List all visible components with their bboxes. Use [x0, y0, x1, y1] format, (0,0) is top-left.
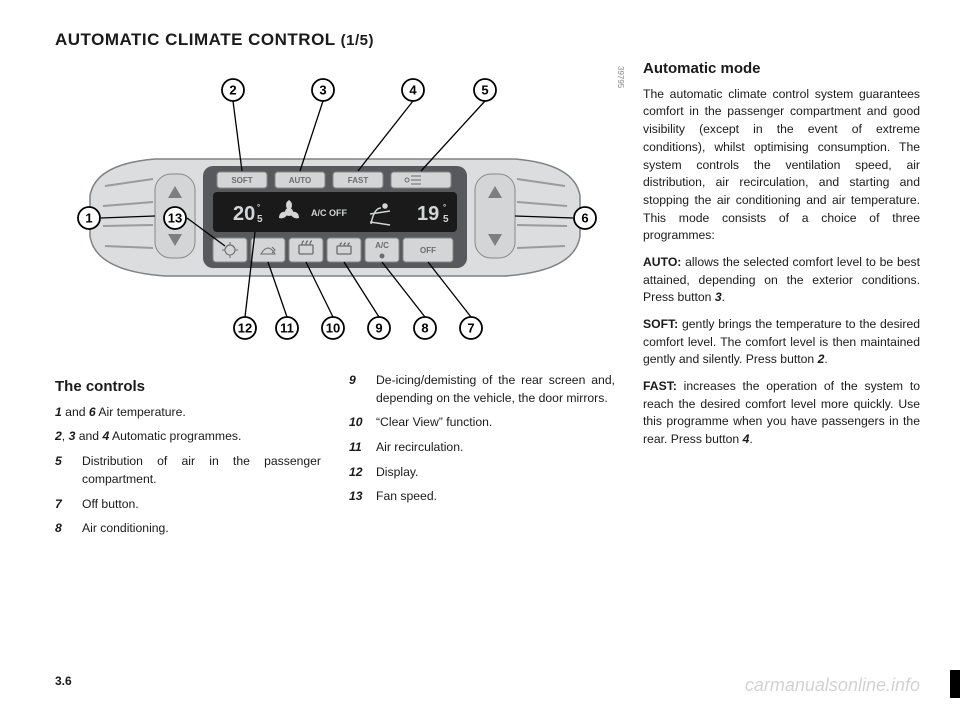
right-column: Automatic mode The automatic climate con…: [643, 56, 920, 545]
manual-page: AUTOMATIC CLIMATE CONTROL (1/5) 39795: [0, 0, 960, 710]
auto-item-FAST: FAST: increases the operation of the sys…: [643, 378, 920, 449]
svg-text:20: 20: [233, 203, 255, 225]
callout-9: 9: [368, 317, 390, 339]
page-title: AUTOMATIC CLIMATE CONTROL (1/5): [55, 30, 920, 50]
control-item-10: 10 “Clear View” function.: [349, 414, 615, 432]
callout-7: 7: [460, 317, 482, 339]
callout-1: 1: [78, 207, 100, 229]
svg-text:5: 5: [481, 83, 488, 98]
title-sub: (1/5): [341, 32, 374, 49]
svg-text:10: 10: [326, 321, 340, 336]
svg-text:9: 9: [375, 321, 382, 336]
control-item-11: 11 Air recirculation.: [349, 439, 615, 457]
control-item-9: 9 De-icing/demisting of the rear screen …: [349, 372, 615, 407]
svg-text:5: 5: [257, 214, 263, 225]
content-layout: 39795: [55, 56, 920, 545]
automatic-mode-heading: Automatic mode: [643, 58, 920, 80]
svg-text:AUTO: AUTO: [289, 176, 312, 185]
svg-text:A/C: A/C: [375, 241, 389, 250]
control-item-12: 12 Display.: [349, 464, 615, 482]
svg-text:A/C OFF: A/C OFF: [311, 208, 347, 218]
title-main: AUTOMATIC CLIMATE CONTROL: [55, 30, 341, 49]
svg-text:1: 1: [85, 211, 92, 226]
ctrl-1-6-text: Air temperature.: [98, 405, 185, 419]
control-item-1-6: 1 and 6 Air temperature.: [55, 404, 321, 422]
svg-text:11: 11: [280, 321, 294, 336]
controls-col-left: The controls 1 and 6 Air temperature. 2,…: [55, 372, 321, 545]
callout-2: 2: [222, 79, 244, 101]
callout-6: 6: [574, 207, 596, 229]
page-tab-marker: [950, 670, 960, 698]
svg-text:2: 2: [229, 83, 236, 98]
callout-10: 10: [322, 317, 344, 339]
controls-columns: The controls 1 and 6 Air temperature. 2,…: [55, 372, 615, 545]
ref-1: 1: [55, 405, 62, 419]
auto-item-SOFT: SOFT: gently brings the temperature to t…: [643, 316, 920, 369]
svg-text:13: 13: [168, 211, 182, 226]
controls-heading: The controls: [55, 376, 321, 398]
diagram-svg: 20 ° 5 A/C OFF: [55, 56, 615, 366]
page-number: 3.6: [55, 674, 72, 688]
svg-text:°: °: [443, 203, 446, 212]
svg-text:7: 7: [467, 321, 474, 336]
ctrl-234-text: Automatic programmes.: [112, 429, 241, 443]
ref-6: 6: [89, 405, 96, 419]
ref-3: 3: [69, 429, 76, 443]
svg-text:8: 8: [421, 321, 428, 336]
svg-text:19: 19: [417, 203, 439, 225]
callout-4: 4: [402, 79, 424, 101]
svg-text:3: 3: [319, 83, 326, 98]
left-column: 39795: [55, 56, 615, 545]
control-item-13: 13 Fan speed.: [349, 488, 615, 506]
control-item-5: 5 Distribution of air in the passenger c…: [55, 453, 321, 488]
svg-text:4: 4: [409, 83, 417, 98]
auto-item-AUTO: AUTO: allows the selected comfort level …: [643, 254, 920, 307]
svg-text:FAST: FAST: [348, 176, 369, 185]
callout-8: 8: [414, 317, 436, 339]
svg-text:6: 6: [581, 211, 588, 226]
callout-11: 11: [276, 317, 298, 339]
callout-13: 13: [164, 207, 186, 229]
callout-3: 3: [312, 79, 334, 101]
control-item-8: 8 Air conditioning.: [55, 520, 321, 538]
automatic-mode-intro: The automatic climate control system gua…: [643, 86, 920, 245]
controls-col-right: 9 De-icing/demisting of the rear screen …: [349, 372, 615, 545]
callout-12: 12: [234, 317, 256, 339]
control-item-7: 7 Off button.: [55, 496, 321, 514]
svg-text:°: °: [257, 203, 260, 212]
control-item-2-3-4: 2, 3 and 4 Automatic programmes.: [55, 428, 321, 446]
svg-text:SOFT: SOFT: [231, 176, 252, 185]
svg-text:5: 5: [443, 214, 449, 225]
climate-panel-diagram: 39795: [55, 56, 615, 366]
ref-2: 2: [55, 429, 62, 443]
svg-text:OFF: OFF: [420, 246, 436, 255]
photo-credit: 39795: [616, 66, 625, 88]
watermark: carmanualsonline.info: [745, 675, 920, 696]
ref-4: 4: [102, 429, 109, 443]
callout-5: 5: [474, 79, 496, 101]
svg-text:12: 12: [238, 321, 252, 336]
